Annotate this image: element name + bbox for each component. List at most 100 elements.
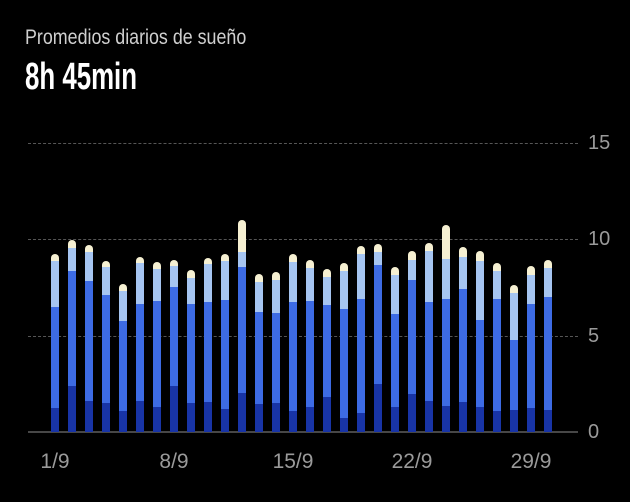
x-axis-label: 15/9 (272, 450, 314, 473)
segment-rem (51, 260, 59, 307)
segment-awake (306, 259, 314, 269)
segment-awake (68, 240, 76, 248)
segment-deep-sleep (340, 417, 348, 432)
segment-rem (527, 274, 535, 304)
sleep-bar[interactable] (221, 253, 229, 432)
sleep-bar[interactable] (85, 245, 93, 432)
segment-rem (272, 279, 280, 314)
segment-light-sleep (323, 304, 331, 398)
chart-title: Promedios diarios de sueño (25, 26, 247, 49)
x-axis-line (28, 431, 578, 433)
sleep-bar[interactable] (153, 262, 161, 432)
segment-deep-sleep (238, 393, 246, 432)
segment-light-sleep (221, 300, 229, 409)
segment-deep-sleep (221, 408, 229, 432)
sleep-bar[interactable] (476, 250, 484, 432)
segment-light-sleep (527, 303, 535, 408)
segment-awake (374, 244, 382, 252)
sleep-bar[interactable] (51, 253, 59, 432)
segment-rem (68, 247, 76, 272)
sleep-bar[interactable] (119, 283, 127, 432)
segment-light-sleep (51, 306, 59, 408)
x-axis-label: 29/9 (510, 450, 552, 473)
segment-light-sleep (136, 303, 144, 402)
sleep-bar[interactable] (68, 240, 76, 432)
chart-header: Promedios diarios de sueño 8h 45min (25, 26, 285, 99)
sleep-bar[interactable] (306, 259, 314, 432)
segment-light-sleep (408, 279, 416, 395)
segment-rem (476, 260, 484, 321)
y-axis-label: 0 (588, 421, 600, 443)
sleep-bar[interactable] (527, 266, 535, 432)
segment-awake (204, 257, 212, 265)
segment-rem (204, 264, 212, 302)
sleep-bar[interactable] (391, 267, 399, 432)
segment-rem (459, 256, 467, 290)
segment-awake (102, 260, 110, 268)
sleep-bar[interactable] (289, 253, 297, 432)
sleep-bar[interactable] (493, 263, 501, 432)
sleep-bar[interactable] (102, 260, 110, 432)
sleep-bar[interactable] (544, 259, 552, 432)
segment-awake (425, 243, 433, 251)
segment-awake (459, 247, 467, 257)
gridline-5h (28, 335, 578, 337)
sleep-bar[interactable] (272, 272, 280, 432)
sleep-bar[interactable] (136, 256, 144, 432)
segment-awake (272, 272, 280, 280)
sleep-bar[interactable] (510, 284, 518, 432)
segment-deep-sleep (391, 406, 399, 432)
segment-rem (221, 261, 229, 301)
segment-awake (136, 256, 144, 264)
segment-deep-sleep (153, 406, 161, 432)
sleep-bar[interactable] (187, 270, 195, 432)
segment-deep-sleep (204, 402, 212, 432)
segment-deep-sleep (544, 409, 552, 432)
segment-awake (255, 274, 263, 282)
segment-awake (238, 220, 246, 252)
segment-light-sleep (238, 267, 246, 394)
segment-light-sleep (102, 295, 110, 404)
segment-deep-sleep (289, 410, 297, 432)
segment-awake (544, 259, 552, 269)
segment-light-sleep (510, 340, 518, 410)
sleep-bar[interactable] (340, 263, 348, 432)
segment-light-sleep (289, 301, 297, 411)
segment-deep-sleep (510, 409, 518, 432)
sleep-bar[interactable] (442, 224, 450, 432)
segment-deep-sleep (425, 401, 433, 432)
segment-light-sleep (544, 297, 552, 410)
segment-rem (238, 251, 246, 268)
segment-light-sleep (425, 301, 433, 402)
segment-light-sleep (442, 299, 450, 406)
segment-rem (442, 258, 450, 300)
sleep-bar[interactable] (357, 246, 365, 432)
x-axis-label: 1/9 (40, 450, 70, 473)
segment-awake (357, 246, 365, 254)
sleep-bar[interactable] (425, 243, 433, 432)
y-axis-label: 5 (588, 324, 600, 347)
segment-rem (85, 251, 93, 281)
segment-deep-sleep (102, 403, 110, 432)
sleep-bar[interactable] (255, 274, 263, 432)
segment-deep-sleep (170, 385, 178, 432)
segment-awake (527, 266, 535, 275)
segment-rem (323, 276, 331, 305)
sleep-bar[interactable] (323, 269, 331, 432)
segment-rem (119, 291, 127, 322)
sleep-bar[interactable] (238, 220, 246, 432)
segment-light-sleep (68, 271, 76, 386)
sleep-bar[interactable] (204, 257, 212, 432)
sleep-bar[interactable] (459, 247, 467, 432)
segment-rem (255, 281, 263, 312)
segment-deep-sleep (255, 404, 263, 432)
segment-awake (85, 245, 93, 252)
segment-rem (510, 293, 518, 341)
sleep-bar[interactable] (170, 259, 178, 432)
sleep-bar[interactable] (374, 244, 382, 432)
gridline-10h (28, 239, 578, 241)
segment-light-sleep (85, 280, 93, 402)
sleep-bar[interactable] (408, 250, 416, 432)
